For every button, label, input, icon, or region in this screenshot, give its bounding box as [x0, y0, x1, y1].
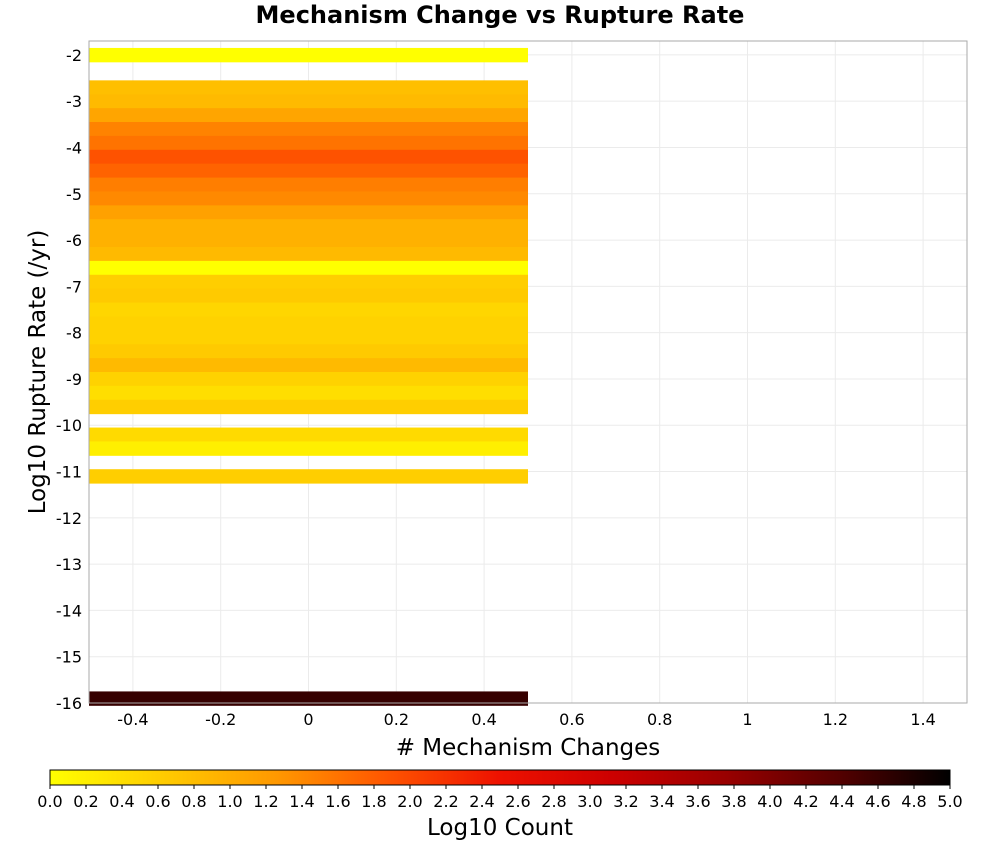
- colorbar-tick-label: 1.2: [253, 792, 278, 811]
- y-tick-label: -3: [66, 92, 82, 111]
- y-tick-label: -13: [56, 555, 82, 574]
- heatmap-cell: [89, 691, 528, 706]
- y-axis-label: Log10 Rupture Rate (/yr): [25, 230, 51, 515]
- colorbar: [49, 769, 951, 786]
- heatmap-cell: [89, 274, 528, 290]
- colorbar-tick-label: 0.6: [145, 792, 170, 811]
- colorbar-tick-label: 2.4: [469, 792, 494, 811]
- colorbar-tick-label: 3.6: [685, 792, 710, 811]
- y-tick-label: -5: [66, 185, 82, 204]
- y-tick-label: -16: [56, 694, 82, 713]
- y-tick-label: -4: [66, 138, 82, 157]
- y-tick-label: -11: [56, 463, 82, 482]
- x-tick-label: 1.2: [823, 710, 848, 729]
- heatmap-cell: [89, 247, 528, 262]
- heatmap-cell: [89, 135, 528, 151]
- colorbar-tick-label: 4.8: [901, 792, 926, 811]
- x-tick-label: -0.2: [205, 710, 236, 729]
- heatmap-cell: [89, 330, 528, 345]
- y-tick-label: -2: [66, 46, 82, 65]
- heatmap-cell: [89, 108, 528, 123]
- heatmap-cell: [89, 385, 528, 401]
- colorbar-tick-label: 0.2: [73, 792, 98, 811]
- colorbar-tick-label: 1.0: [217, 792, 242, 811]
- x-tick-labels: -0.4 -0.2 0 0.2 0.4 0.6 0.8 1 1.2 1.4: [117, 710, 936, 729]
- x-tick-label: 0.8: [647, 710, 672, 729]
- y-tick-label: -15: [56, 648, 82, 667]
- colorbar-tick-label: 3.4: [649, 792, 674, 811]
- heatmap-cell: [89, 80, 528, 95]
- colorbar-tick-label: 2.0: [397, 792, 422, 811]
- heatmap-cell: [89, 427, 528, 442]
- colorbar-tick-labels: 0.0 0.2 0.4 0.6 0.8 1.0 1.2 1.4 1.6 1.8 2.0 2.2 2.4 2…: [37, 785, 963, 811]
- heatmap-cell: [89, 344, 528, 359]
- heatmap-cell: [89, 372, 528, 387]
- x-tick-label: 1.4: [910, 710, 935, 729]
- heatmap-cell: [89, 233, 528, 248]
- heatmap-cell: [89, 149, 528, 165]
- heatmap-cell: [89, 302, 528, 317]
- y-tick-label: -10: [56, 416, 82, 435]
- x-tick-label: 0.4: [471, 710, 496, 729]
- heatmap-cell: [89, 177, 528, 192]
- y-tick-label: -12: [56, 509, 82, 528]
- heatmap-cell: [89, 47, 528, 63]
- y-tick-label: -9: [66, 370, 82, 389]
- chart-title: Mechanism Change vs Rupture Rate: [256, 1, 745, 29]
- colorbar-tick-label: 4.0: [757, 792, 782, 811]
- x-tick-label: 1: [742, 710, 752, 729]
- colorbar-tick-label: 0.0: [37, 792, 62, 811]
- colorbar-tick-label: 0.8: [181, 792, 206, 811]
- heatmap-cell: [89, 205, 528, 220]
- colorbar-tick-label: 5.0: [937, 792, 962, 811]
- heatmap-cell: [89, 358, 528, 373]
- colorbar-tick-label: 2.2: [433, 792, 458, 811]
- colorbar-tick-label: 1.4: [289, 792, 314, 811]
- y-tick-label: -14: [56, 601, 82, 620]
- colorbar-tick-label: 1.8: [361, 792, 386, 811]
- y-tick-label: -7: [66, 277, 82, 296]
- colorbar-tick-label: 4.4: [829, 792, 854, 811]
- colorbar-label: Log10 Count: [427, 815, 573, 841]
- x-tick-label: -0.4: [117, 710, 148, 729]
- colorbar-tick-label: 3.8: [721, 792, 746, 811]
- heatmap-cell: [89, 260, 528, 276]
- heatmap-cell: [89, 122, 528, 137]
- x-tick-label: 0: [303, 710, 313, 729]
- heatmap-cell: [89, 219, 528, 234]
- colorbar-tick-label: 1.6: [325, 792, 350, 811]
- colorbar-tick-label: 3.2: [613, 792, 638, 811]
- x-tick-label: 0.2: [384, 710, 409, 729]
- x-axis-label: # Mechanism Changes: [396, 735, 661, 761]
- y-tick-label: -8: [66, 324, 82, 343]
- heatmap-cell: [89, 469, 528, 484]
- colorbar-tick-label: 2.6: [505, 792, 530, 811]
- heatmap-cell: [89, 191, 528, 206]
- y-tick-label: -6: [66, 231, 82, 250]
- colorbar-tick-label: 3.0: [577, 792, 602, 811]
- y-tick-labels: -2 -3 -4 -5 -6 -7 -8 -9 -10 -11 -12 -13 -14 -15 -16: [56, 46, 82, 713]
- heatmap-cell: [89, 316, 528, 331]
- colorbar-tick-label: 0.4: [109, 792, 134, 811]
- heatmap-cell: [89, 399, 528, 415]
- heatmap-cell: [89, 441, 528, 456]
- colorbar-tick-label: 2.8: [541, 792, 566, 811]
- heatmap-cell: [89, 163, 528, 179]
- colorbar-tick-label: 4.2: [793, 792, 818, 811]
- heatmap-cell: [89, 288, 528, 304]
- colorbar-tick-label: 4.6: [865, 792, 890, 811]
- heatmap-cell: [89, 94, 528, 109]
- heatmap-cells: [89, 47, 528, 706]
- x-tick-label: 0.6: [559, 710, 584, 729]
- plot-border: [88, 40, 968, 704]
